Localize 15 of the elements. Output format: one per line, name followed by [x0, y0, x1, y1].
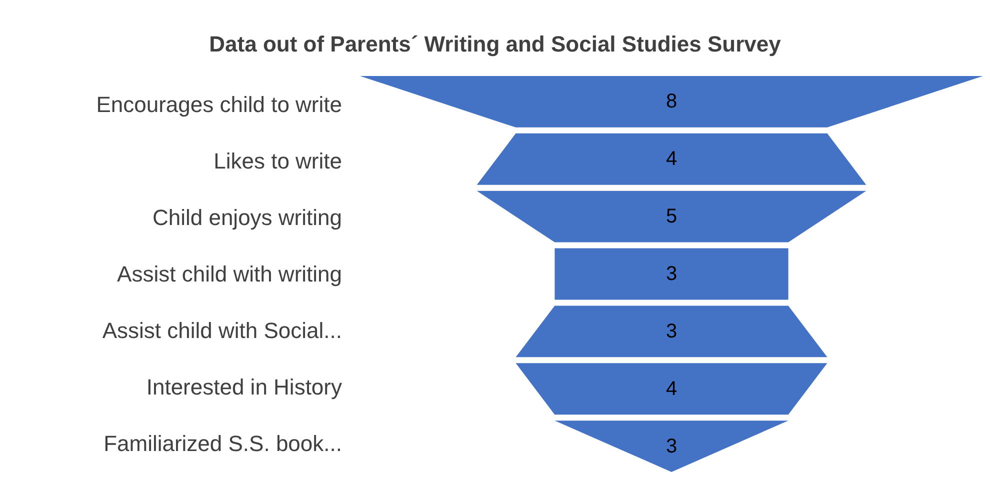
- category-label: Encourages child to write: [96, 92, 342, 117]
- data-label: 3: [666, 263, 678, 285]
- text: Data out of Parents´ Writing and Social Studies Survey: [209, 32, 782, 56]
- category-label: Assist child with Social...: [102, 318, 342, 344]
- data-label: 3: [666, 320, 678, 342]
- category-label: Likes to write: [214, 148, 342, 174]
- data-label: 4: [666, 378, 678, 400]
- data-label: 5: [666, 206, 678, 228]
- category-label: Familiarized S.S. book...: [104, 431, 342, 456]
- category-label: Interested in History: [146, 374, 342, 400]
- data-label: 3: [666, 435, 678, 458]
- data-label: 4: [666, 148, 678, 170]
- data-label: 8: [666, 90, 678, 113]
- category-label: Assist child with writing: [117, 262, 342, 286]
- category-label: Child enjoys writing: [152, 204, 342, 230]
